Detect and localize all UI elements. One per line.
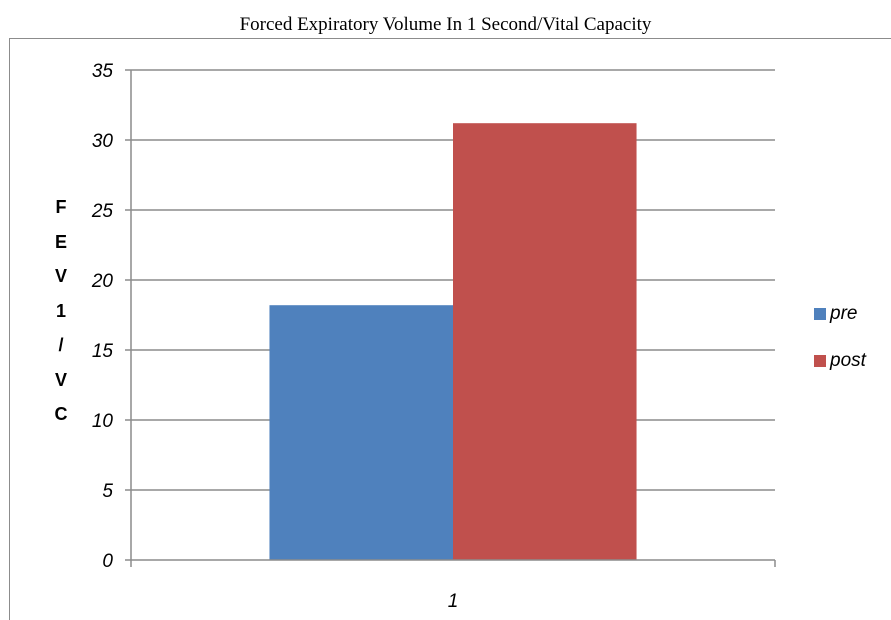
x-tick-labels: 1	[448, 591, 459, 612]
y-tick-label: 35	[92, 61, 114, 82]
bar-post	[453, 123, 637, 560]
bars	[269, 123, 637, 560]
y-axis-label-char: E	[54, 231, 67, 252]
legend-swatch	[814, 355, 826, 367]
legend-swatch	[814, 308, 826, 320]
y-axis-label-char: /	[58, 335, 64, 355]
y-tick-label: 30	[92, 131, 114, 152]
y-axis-label-char: 1	[55, 300, 66, 321]
legend-label: post	[830, 350, 866, 371]
legend-item-pre: pre	[814, 302, 857, 326]
y-tick-label: 25	[91, 201, 114, 222]
y-axis-label-char: F	[55, 197, 67, 217]
y-axis-label: F E V 1/V C	[44, 190, 78, 432]
y-tick-label: 0	[102, 551, 113, 572]
y-axis-label-char: V	[54, 266, 67, 286]
gridlines	[125, 69, 775, 491]
y-tick-label: 20	[91, 271, 114, 292]
y-tick-labels: 0 5 10 15 20 25 30 35	[91, 61, 114, 572]
y-axis-label-char: C	[54, 404, 68, 424]
y-tick-label: 5	[102, 481, 113, 502]
y-tick-label: 15	[92, 341, 114, 362]
chart-title: Forced Expiratory Volume In 1 Second/Vit…	[239, 14, 652, 35]
x-tick-label: 1	[448, 591, 459, 612]
legend-item-post: post	[814, 349, 866, 373]
axes	[125, 70, 776, 567]
y-axis-label-char: V	[54, 369, 67, 390]
chart-frame	[9, 38, 891, 620]
legend-label: pre	[830, 303, 858, 324]
y-tick-label: 10	[92, 411, 114, 432]
bar-pre	[269, 305, 453, 560]
